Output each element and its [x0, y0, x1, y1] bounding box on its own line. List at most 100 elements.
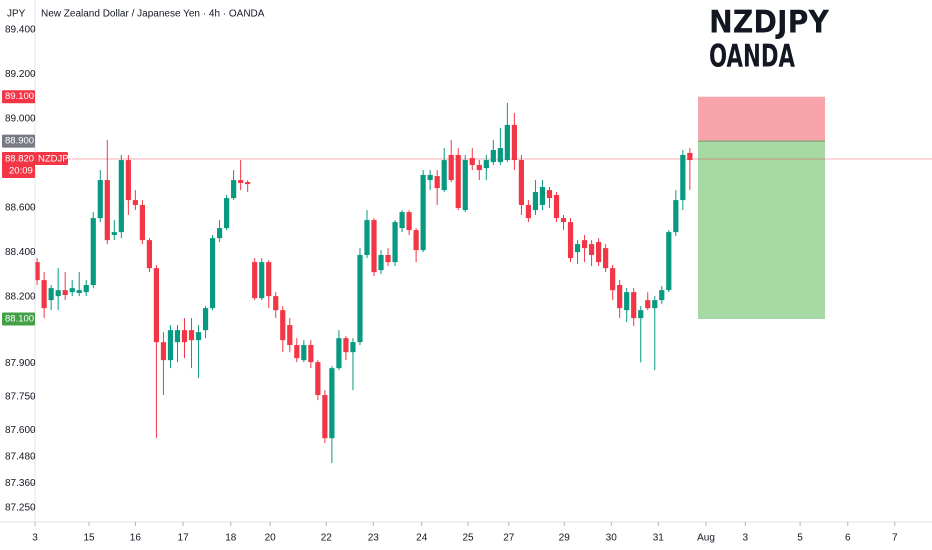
candle-body [97, 180, 103, 219]
x-tick-label: 15 [83, 533, 95, 544]
candle-body [104, 180, 110, 241]
candle-body [69, 288, 75, 293]
candle-body [329, 368, 335, 439]
x-tick-label: 22 [321, 533, 333, 544]
candle-body [441, 160, 447, 191]
symbol-tag: NZDJPY [38, 153, 76, 164]
x-tick-label: 5 [797, 533, 803, 544]
stop-price-tag-bg [2, 90, 35, 104]
candle-body [399, 212, 405, 229]
candle-body [245, 182, 251, 185]
candle-body [645, 300, 651, 309]
candle-body [62, 290, 68, 296]
candle-body [539, 186, 546, 205]
candle-body [273, 296, 279, 311]
candle-body [224, 198, 230, 229]
y-tick-label: 87.600 [5, 425, 36, 436]
y-tick-label: 87.360 [5, 478, 36, 489]
candle-body [511, 124, 517, 161]
x-tick-label: 31 [653, 533, 665, 544]
y-tick-label: 89.200 [5, 69, 36, 80]
candle-body [111, 232, 117, 235]
currency-label: JPY [7, 9, 26, 20]
candle-body [132, 200, 138, 205]
candle-body [209, 238, 216, 309]
candle-body [680, 154, 686, 201]
x-tick-label: 23 [368, 533, 380, 544]
symbol-tag-bg [35, 151, 68, 165]
y-tick-label: 87.900 [5, 358, 36, 369]
candle-body [287, 325, 293, 346]
candle-body [378, 254, 384, 271]
candle-body [532, 192, 539, 211]
x-tick-label: 27 [503, 533, 515, 544]
candle-body [357, 254, 363, 343]
candle-body [406, 212, 412, 231]
x-tick-label: 17 [178, 533, 190, 544]
candle-body [455, 154, 461, 209]
x-tick-label: 29 [559, 533, 571, 544]
candle-body [371, 220, 377, 273]
candle-body [659, 290, 665, 301]
plot-area [34, 96, 932, 464]
y-tick-label: 89.000 [5, 114, 36, 125]
candle-body [167, 330, 174, 361]
x-tick-label: 20 [265, 533, 277, 544]
annotation-symbol: NZDJPY [709, 5, 830, 41]
annotation-broker: OANDA [709, 39, 795, 75]
candle-body [202, 308, 209, 331]
candle-body [315, 362, 321, 396]
target-price-tag-bg [2, 312, 35, 326]
candle-body [652, 300, 658, 309]
candle-body [420, 174, 426, 251]
x-tick-label: 30 [606, 533, 618, 544]
candle-body [41, 280, 47, 309]
y-tick-label: 87.750 [5, 391, 36, 402]
candle-body [216, 228, 223, 239]
candle-body [322, 395, 328, 439]
candle-body [364, 220, 370, 255]
candle-body [610, 268, 616, 291]
candle-body [301, 345, 307, 361]
candle-body [413, 230, 419, 251]
candle-body [125, 160, 131, 201]
target-zone [698, 141, 825, 320]
last-price-countdown: 20:09 [9, 165, 33, 176]
candle-body [146, 240, 153, 269]
candle-body [188, 330, 195, 341]
candle-body [160, 342, 167, 361]
candle-body [483, 160, 489, 169]
candle-body [603, 248, 609, 269]
candle-body [294, 345, 300, 359]
entry-price-tag: 88.900 [5, 136, 34, 147]
candle-body [567, 222, 574, 259]
last-price-tag: 88.820 [5, 153, 34, 164]
x-tick-label: 6 [845, 533, 851, 544]
candle-body [553, 194, 560, 219]
candle-body [673, 200, 679, 233]
candle-body [427, 174, 433, 181]
y-tick-label: 88.600 [5, 203, 36, 214]
y-tick-label: 89.400 [5, 25, 36, 36]
candle-body [560, 218, 567, 223]
candle-body [574, 244, 581, 253]
y-tick-label: 87.250 [5, 503, 36, 514]
chart-title: New Zealand Dollar / Japanese Yen · 4h ·… [41, 9, 265, 20]
candle-body [350, 342, 356, 353]
y-tick-label: 88.200 [5, 291, 36, 302]
candle-body [174, 330, 181, 343]
candle-body [469, 158, 475, 165]
candle-body [476, 164, 482, 171]
x-tick-label: 7 [892, 533, 898, 544]
candle-body [259, 262, 265, 299]
candle-body [518, 160, 525, 205]
stop-price-tag: 89.100 [5, 91, 34, 102]
candle-body [462, 160, 468, 211]
candle-body [497, 148, 503, 163]
candle-body [546, 190, 553, 199]
candle-body [238, 180, 244, 183]
entry-price-tag-bg [2, 134, 35, 148]
x-tick-label: 24 [416, 533, 428, 544]
candle-body [392, 222, 398, 263]
candle-body [631, 292, 637, 319]
